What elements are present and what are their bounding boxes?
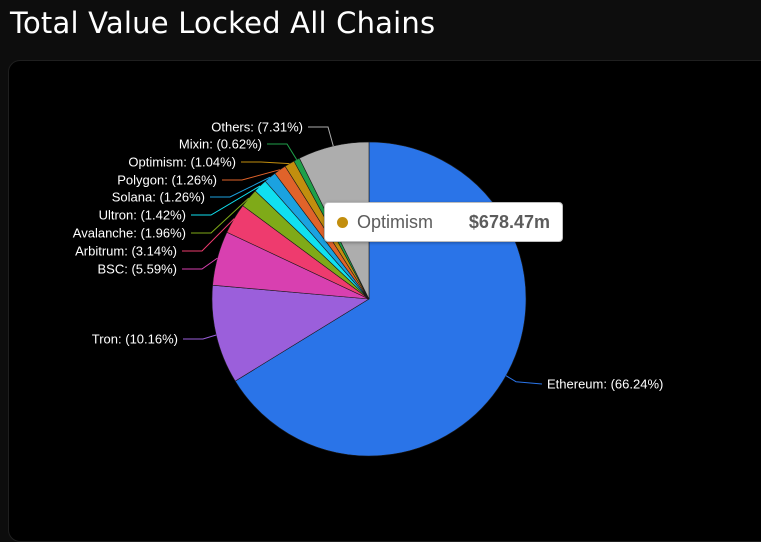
leader-line-tron [183,334,217,340]
data-label-others: Others: (7.31%) [211,120,303,135]
tooltip-color-dot [337,216,348,228]
tooltip-series-name: Optimism [357,211,433,232]
leader-line-solana [210,176,271,198]
data-label-ethereum: Ethereum: (66.24%) [547,377,663,392]
leader-line-polygon [222,169,281,181]
leader-line-avalanche [191,197,250,234]
data-label-optimism: Optimism: (1.04%) [128,155,236,170]
data-label-arbitrum: Arbitrum: (3.14%) [75,244,177,259]
tooltip-value: $678.47m [468,211,550,232]
leader-line-ethereum [505,375,543,385]
leader-line-bsc [182,257,218,270]
page-title: Total Value Locked All Chains [10,6,436,40]
data-label-avalanche: Avalanche: (1.96%) [73,226,186,241]
data-label-polygon: Polygon: (1.26%) [117,173,217,188]
leader-line-ultron [191,185,261,216]
chart-tooltip: Optimism $678.47m [324,202,563,242]
data-label-mixin: Mixin: (0.62%) [179,137,262,152]
pie-chart: Ethereum: (66.24%) Tron: (10.16%) BSC: (5.… [73,120,663,457]
data-label-ultron: Ultron: (1.42%) [99,208,186,223]
data-label-tron: Tron: (10.16%) [92,332,178,347]
leader-line-others [308,126,334,147]
data-label-solana: Solana: (1.26%) [112,190,205,205]
leader-line-mixin [267,143,298,160]
data-label-bsc: BSC: (5.59%) [98,262,177,277]
leader-line-arbitrum [182,218,235,252]
leader-line-optimism [241,161,290,165]
